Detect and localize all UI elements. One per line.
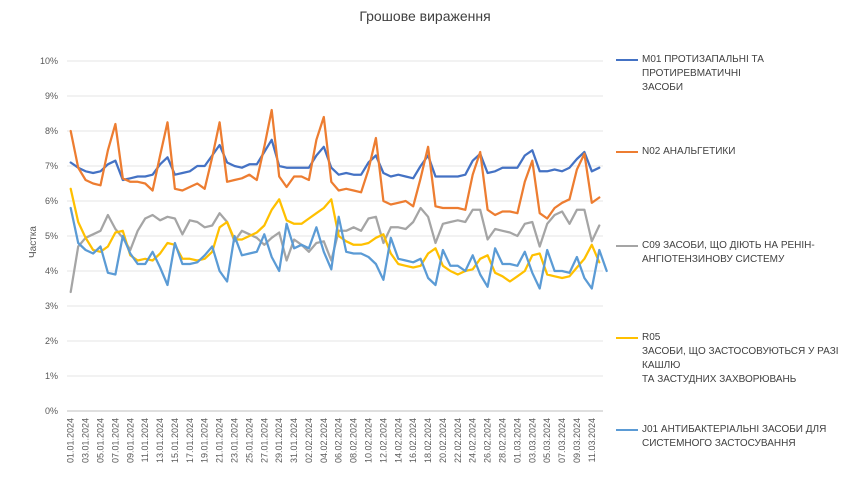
x-tick-label: 11.03.2024 [587, 418, 597, 462]
x-tick-label: 26.02.2024 [483, 418, 493, 463]
legend-swatch [616, 245, 638, 247]
x-tick-label: 10.02.2024 [364, 418, 374, 463]
y-axis-label: Частка [28, 226, 39, 258]
legend-swatch [616, 151, 638, 153]
x-tick-label: 02.02.2024 [304, 418, 314, 463]
x-axis-ticks: 01.01.2024 03.01.2024 05.01.2024 07.01.2024… [66, 418, 597, 463]
legend-swatch [616, 337, 638, 339]
x-tick-label: 24.02.2024 [468, 418, 478, 463]
x-tick-label: 23.01.2024 [230, 418, 240, 463]
series-line [69, 187, 601, 283]
x-tick-label: 15.01.2024 [170, 418, 180, 463]
legend-swatch [616, 429, 638, 431]
y-axis-ticks: 0% 1% 2% 3% 4% 5% 6% 7% 8% 9% 10% [40, 56, 58, 416]
x-tick-label: 25.01.2024 [244, 418, 254, 463]
chart-title: Грошове вираження [359, 8, 491, 24]
x-tick-label: 08.02.2024 [349, 418, 359, 463]
x-tick-label: 11.01.2024 [140, 418, 150, 462]
legend-swatch [616, 59, 638, 61]
y-tick-label: 8% [45, 126, 58, 136]
x-tick-label: 04.02.2024 [319, 418, 329, 463]
x-tick-label: 05.01.2024 [96, 418, 106, 463]
x-tick-label: 18.02.2024 [423, 418, 433, 463]
x-tick-label: 17.01.2024 [185, 418, 195, 463]
x-tick-label: 03.03.2024 [527, 418, 537, 463]
x-tick-label: 29.01.2024 [274, 418, 284, 463]
legend-item: R05 ЗАСОБИ, ЩО ЗАСТОСОВУЮТЬСЯ У РАЗІ КАШЛ… [616, 331, 848, 387]
x-tick-label: 07.03.2024 [557, 418, 567, 463]
y-tick-label: 2% [45, 336, 58, 346]
y-tick-label: 6% [45, 196, 58, 206]
y-tick-label: 10% [40, 56, 58, 66]
x-tick-label: 28.02.2024 [498, 418, 508, 463]
legend-label: J01 АНТИБАКТЕРІАЛЬНІ ЗАСОБИ ДЛЯ СИСТЕМНОГ… [642, 424, 827, 449]
x-tick-label: 05.03.2024 [542, 418, 552, 463]
y-tick-label: 9% [45, 91, 58, 101]
x-tick-label: 19.01.2024 [200, 418, 210, 463]
series-line [69, 108, 601, 220]
y-tick-label: 1% [45, 371, 58, 381]
x-tick-label: 07.01.2024 [110, 418, 120, 463]
x-tick-label: 16.02.2024 [408, 418, 418, 463]
x-tick-label: 03.01.2024 [81, 418, 91, 463]
legend-item: J01 АНТИБАКТЕРІАЛЬНІ ЗАСОБИ ДЛЯ СИСТЕМНОГ… [616, 423, 848, 451]
x-tick-label: 01.03.2024 [512, 418, 522, 463]
legend-item: M01 ПРОТИЗАПАЛЬНІ ТА ПРОТИРЕВМАТИЧНІ ЗАСО… [616, 53, 848, 95]
x-tick-label: 27.01.2024 [259, 418, 269, 463]
x-tick-label: 31.01.2024 [289, 418, 299, 463]
x-tick-label: 20.02.2024 [438, 418, 448, 463]
series-line [69, 138, 601, 182]
x-tick-label: 06.02.2024 [334, 418, 344, 463]
x-tick-label: 21.01.2024 [215, 418, 225, 463]
x-tick-label: 09.03.2024 [572, 418, 582, 463]
legend-item: N02 АНАЛЬГЕТИКИ [616, 145, 848, 159]
y-tick-label: 7% [45, 161, 58, 171]
y-tick-label: 4% [45, 266, 58, 276]
series-line [69, 206, 608, 290]
x-tick-label: 12.02.2024 [378, 418, 388, 463]
x-tick-label: 13.01.2024 [155, 418, 165, 463]
gridlines [67, 60, 603, 412]
y-tick-label: 0% [45, 406, 58, 416]
series-lines [69, 108, 608, 294]
x-tick-label: 09.01.2024 [125, 418, 135, 463]
legend-label: N02 АНАЛЬГЕТИКИ [642, 146, 736, 157]
x-tick-label: 22.02.2024 [453, 418, 463, 463]
y-tick-label: 5% [45, 231, 58, 241]
x-tick-label: 01.01.2024 [66, 418, 76, 463]
legend-label: C09 ЗАСОБИ, ЩО ДІЮТЬ НА РЕНІН- АНГІОТЕНЗИ… [642, 240, 815, 265]
x-tick-label: 14.02.2024 [393, 418, 403, 463]
legend-item: C09 ЗАСОБИ, ЩО ДІЮТЬ НА РЕНІН- АНГІОТЕНЗИ… [616, 239, 848, 267]
legend-label: M01 ПРОТИЗАПАЛЬНІ ТА ПРОТИРЕВМАТИЧНІ ЗАСО… [642, 54, 764, 93]
y-tick-label: 3% [45, 301, 58, 311]
legend-label: R05 ЗАСОБИ, ЩО ЗАСТОСОВУЮТЬСЯ У РАЗІ КАШЛ… [642, 332, 839, 385]
